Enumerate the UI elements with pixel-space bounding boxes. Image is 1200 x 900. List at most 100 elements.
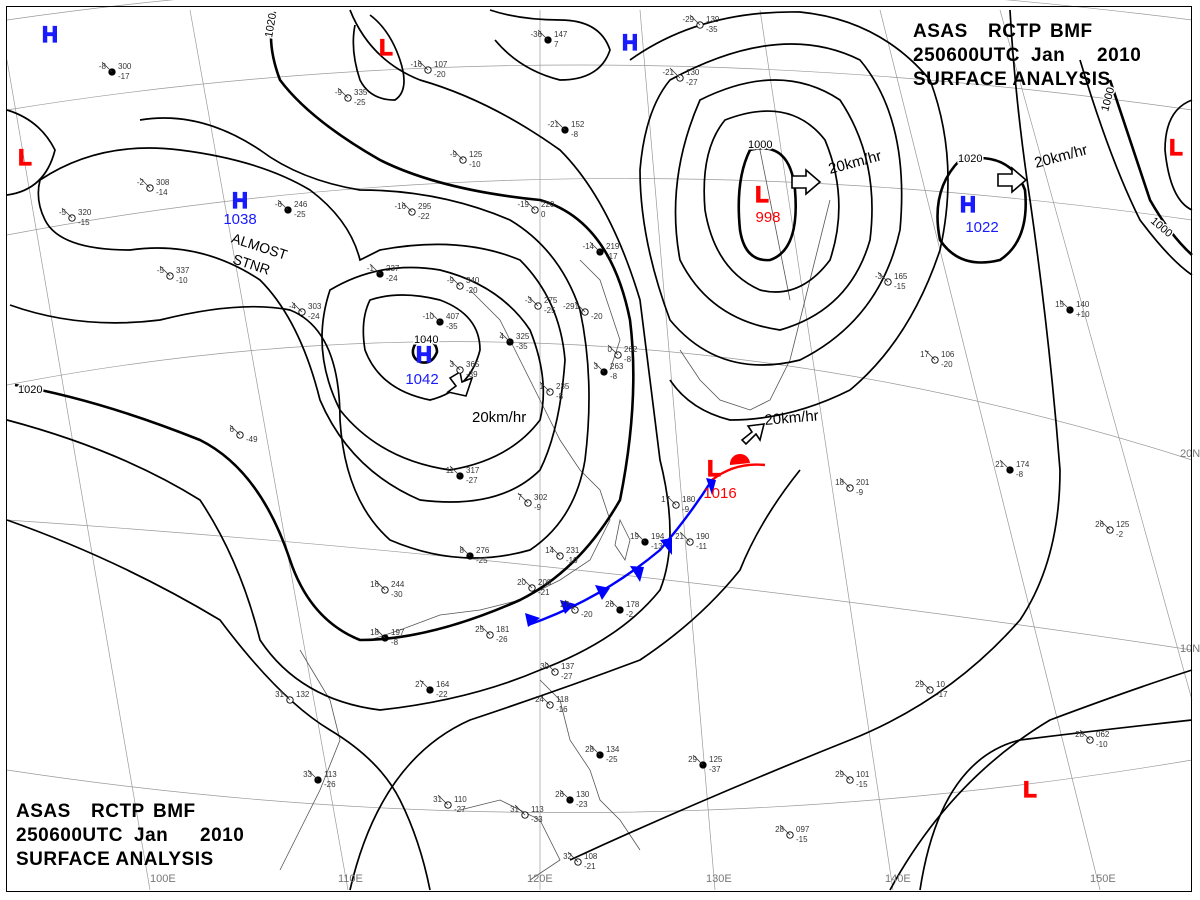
station-temperature: -36	[530, 30, 542, 39]
station-pressure: 300	[118, 62, 132, 71]
station-tendency: -13	[651, 542, 663, 551]
station-wind-barb	[419, 679, 431, 691]
longitude-label: 100E	[150, 873, 176, 885]
station-pressure: 101	[856, 770, 870, 779]
footer-title-block: ASAS RCTP BMF 250600UTC Jan 2010 SURFACE ANA…	[16, 800, 244, 872]
station-tendency: -49	[246, 435, 258, 444]
station-tendency: -27	[561, 672, 573, 681]
station-tendency: -35	[446, 322, 458, 331]
station-plot: 28 134-25	[585, 744, 620, 764]
station-tendency: -27	[686, 78, 698, 87]
station-tendency: 0	[541, 210, 546, 219]
station-pressure: 295	[418, 202, 432, 211]
isobar-label: 1000	[748, 139, 772, 151]
station-tendency: -8	[391, 638, 399, 647]
station-plot: 31 110-27	[433, 794, 467, 814]
station-plot: 17 106-20	[920, 349, 955, 369]
motion-speed-label: 20km/hr	[1033, 141, 1090, 171]
station-pressure: 164	[436, 680, 450, 689]
station-plot: 30 137-27	[540, 661, 575, 681]
station-wind-barb	[527, 295, 539, 307]
station-plot: 11 317-27	[446, 465, 480, 485]
station-pressure: 174	[1016, 460, 1030, 469]
station-temperature: -9	[447, 276, 455, 285]
station-temperature: 31	[433, 795, 442, 804]
isobar-top-small	[352, 14, 405, 101]
station-tendency: -8	[624, 355, 632, 364]
station-temperature: -4	[289, 302, 297, 311]
station-tendency: -14	[156, 188, 168, 197]
coastlines	[279, 149, 831, 881]
station-pressure: 134	[606, 745, 620, 754]
header-time: 250600UTC	[913, 45, 1020, 66]
station-tendency: -15	[78, 218, 90, 227]
station-pressure: 130	[576, 790, 590, 799]
station-pressure: 308	[156, 178, 170, 187]
station-wind-barb	[524, 199, 536, 211]
isobar-label: 1020	[958, 153, 982, 165]
station-temperature: 18	[835, 478, 844, 487]
station-wind-barb	[544, 661, 556, 673]
meridian-130e	[639, 9, 716, 891]
meridian-100e	[6, 59, 151, 891]
station-wind-barb	[924, 349, 936, 361]
latitude-label: 20N	[1180, 448, 1200, 460]
station-pressure: 181	[496, 625, 510, 634]
pressure-center-l: L	[707, 456, 720, 481]
cold-front-pip	[560, 600, 575, 614]
station-wind-barb	[452, 149, 464, 161]
footer-code: BMF	[153, 801, 196, 822]
station-pressure: 147	[554, 30, 568, 39]
station-temperature: 8	[460, 546, 465, 555]
station-plot: 29 125-37	[688, 754, 723, 774]
station-wind-barb	[607, 344, 619, 356]
station-temperature: 29	[688, 755, 697, 764]
isobar-1012-south-b	[349, 469, 801, 891]
station-temperature: 26	[555, 790, 564, 799]
station-wind-barb	[517, 492, 529, 504]
pressure-center-value: 1016	[703, 485, 736, 502]
station-wind-barb	[1079, 729, 1091, 741]
station-plot: 6 -49	[230, 424, 258, 444]
station-tendency: -8	[1016, 470, 1024, 479]
station-temperature: 14	[545, 546, 554, 555]
station-tendency: -2	[626, 610, 634, 619]
station-temperature: 15	[1055, 300, 1064, 309]
longitude-label: 130E	[706, 873, 732, 885]
pressure-center-l: L	[1023, 777, 1036, 802]
station-wind-barb	[337, 87, 349, 99]
station-pressure: 317	[466, 466, 480, 475]
station-tendency: -17	[606, 252, 618, 261]
cold-front-pip	[595, 585, 610, 600]
station-tendency: -20	[434, 70, 446, 79]
station-plot: 15 140+10	[1055, 299, 1090, 319]
station-temperature: 30	[540, 662, 549, 671]
station-plot: -5 320-15	[59, 207, 92, 227]
station-temperature: 33	[303, 770, 312, 779]
station-plot: 7 302-9	[517, 492, 548, 512]
header-title-block: ASAS RCTP BMF 250600UTC Jan 2010 SURFACE ANA…	[913, 20, 1141, 92]
station-temperature: -5	[157, 266, 165, 275]
isobar-1000-far-east	[1108, 79, 1193, 256]
station-temperature: 6	[230, 425, 235, 434]
station-wind-barb	[374, 579, 386, 591]
station-plot: -1 237-24	[367, 263, 400, 283]
station-temperature: -9	[450, 150, 458, 159]
station-plot: -21 130-27	[662, 67, 700, 87]
station-tendency: -20	[591, 312, 603, 321]
pressure-center-l: L	[379, 35, 392, 60]
station-tendency: -10	[1096, 740, 1108, 749]
station-tendency: -24	[386, 274, 398, 283]
station-temperature: 21	[995, 460, 1004, 469]
station-wind-barb	[401, 201, 413, 213]
station-wind-barb	[539, 694, 551, 706]
front-line-warm	[711, 463, 766, 481]
isobar-1016	[6, 9, 671, 711]
station-wind-barb	[479, 624, 491, 636]
station-wind-barb	[554, 119, 566, 131]
station-tendency: -25	[606, 755, 618, 764]
station-plot: 21 174-8	[995, 459, 1030, 479]
station-plot: 19 194-13	[630, 531, 665, 551]
station-wind-barb	[692, 754, 704, 766]
